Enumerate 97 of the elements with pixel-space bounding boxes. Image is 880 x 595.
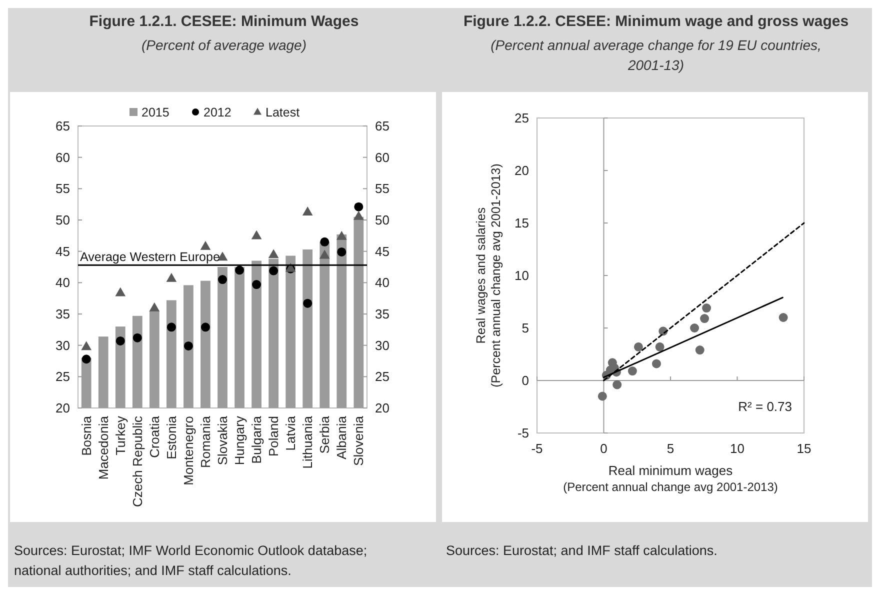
- source-note: Sources: Eurostat; IMF World Economic Outlook database; national authorities; and IMF staff calculations.: [14, 543, 368, 578]
- point: [268, 249, 279, 258]
- x-tick-label: Bulgaria: [249, 415, 264, 464]
- x-tick-label: -5: [531, 441, 543, 456]
- point: [251, 230, 262, 240]
- y-tick-label: 25: [514, 110, 529, 126]
- point: [116, 336, 125, 346]
- point: [82, 354, 91, 364]
- x-tick-label: Estonia: [164, 415, 179, 460]
- x-tick-label: Romania: [198, 415, 214, 468]
- point: [200, 322, 210, 332]
- point: [81, 341, 92, 350]
- y2-tick-label: 30: [375, 338, 390, 353]
- y-tick-label: 40: [56, 275, 70, 290]
- y2-tick-label: 25: [375, 369, 390, 384]
- point: [166, 322, 176, 332]
- point: [235, 266, 244, 275]
- point: [700, 314, 710, 324]
- y-tick-label: 15: [514, 216, 529, 231]
- legend-label: 2015: [142, 105, 170, 120]
- y2-tick-label: 55: [375, 181, 390, 196]
- point: [218, 275, 227, 284]
- x-tick-label: Latvia: [283, 415, 298, 451]
- x-tick-label: Serbia: [317, 415, 332, 454]
- x-tick-label: Slovakia: [215, 415, 230, 466]
- y-tick-label: 50: [56, 212, 70, 228]
- point: [200, 240, 211, 250]
- chart-subtitle: (Percent of average wage): [142, 37, 306, 53]
- x-tick-label: Slovenia: [351, 415, 366, 466]
- y-tick-label: 45: [56, 244, 70, 259]
- y-tick-label: 55: [56, 181, 70, 196]
- annotation: R² = 0.73: [738, 399, 792, 414]
- y-tick-label: 25: [56, 369, 70, 384]
- y2-tick-label: 45: [375, 244, 390, 259]
- point: [302, 206, 313, 216]
- x-axis-title: Real minimum wages (Percent annual change avg 2001-2013): [563, 463, 778, 494]
- point: [269, 266, 278, 276]
- point: [655, 342, 664, 352]
- source-note: Sources: Eurostat; and IMF staff calculations.: [446, 543, 718, 558]
- y-tick-label: 35: [56, 306, 70, 322]
- y-tick-label: 20: [514, 163, 529, 178]
- point: [115, 287, 126, 296]
- point: [149, 302, 160, 312]
- point: [353, 210, 364, 220]
- point: [320, 237, 330, 246]
- point: [166, 272, 177, 282]
- x-tick-label: 15: [796, 441, 812, 456]
- y-tick-label: 5: [522, 320, 529, 336]
- chart-subtitle: (Percent annual average change for 19 EU countries, 2001-13): [490, 37, 822, 73]
- point: [354, 202, 364, 212]
- x-tick-label: Turkey: [112, 416, 128, 456]
- point: [319, 250, 330, 259]
- chart-title: Figure 1.2.2. CESEE: Minimum wage and gross wages: [463, 13, 849, 30]
- point: [184, 341, 193, 350]
- x-tick-label: Bosnia: [78, 415, 94, 456]
- point: [778, 313, 788, 322]
- x-tick-label: 10: [730, 441, 744, 456]
- point: [702, 304, 712, 313]
- x-tick-label: Lithuania: [300, 415, 316, 469]
- y2-tick-label: 60: [375, 150, 390, 165]
- point: [652, 359, 661, 368]
- x-tick-label: Croatia: [146, 415, 162, 458]
- y2-tick-label: 20: [375, 400, 390, 416]
- y-tick-label: 10: [514, 268, 529, 284]
- point: [612, 380, 622, 390]
- point: [628, 366, 637, 376]
- point: [252, 280, 262, 290]
- x-tick-label: Poland: [266, 416, 282, 456]
- y2-tick-label: 50: [375, 212, 390, 228]
- legend-label: 2012: [204, 105, 232, 120]
- y-tick-label: 20: [56, 400, 70, 416]
- point: [132, 333, 142, 342]
- point: [337, 247, 346, 256]
- x-tick-label: Albania: [334, 415, 350, 460]
- y2-tick-label: 40: [375, 275, 390, 290]
- point: [690, 324, 700, 332]
- y-tick-label: 30: [56, 338, 70, 353]
- x-tick-label: Czech Republic: [130, 416, 145, 508]
- x-tick-label: 5: [666, 441, 674, 456]
- legend-label: Latest: [266, 105, 300, 120]
- y-tick-label: 60: [56, 150, 70, 165]
- point: [695, 346, 704, 355]
- x-tick-label: 0: [600, 441, 608, 456]
- y-tick-label: 0: [522, 373, 529, 388]
- y-tick-label: 65: [56, 118, 70, 134]
- chart-title: Figure 1.2.1. CESEE: Minimum Wages: [89, 13, 359, 30]
- y2-tick-label: 35: [375, 306, 390, 322]
- point: [303, 298, 312, 308]
- y2-tick-label: 65: [375, 118, 390, 134]
- point: [598, 392, 607, 401]
- x-tick-label: Hungary: [232, 416, 248, 466]
- y-axis-title: Real wages and salaries (Percent annual change avg 2001-2013): [474, 164, 503, 388]
- x-tick-label: Macedonia: [96, 415, 111, 480]
- x-tick-label: Montenegro: [181, 416, 196, 486]
- ref-line-label: Average Western Europe: [80, 250, 220, 264]
- point: [634, 342, 643, 352]
- point: [336, 230, 347, 240]
